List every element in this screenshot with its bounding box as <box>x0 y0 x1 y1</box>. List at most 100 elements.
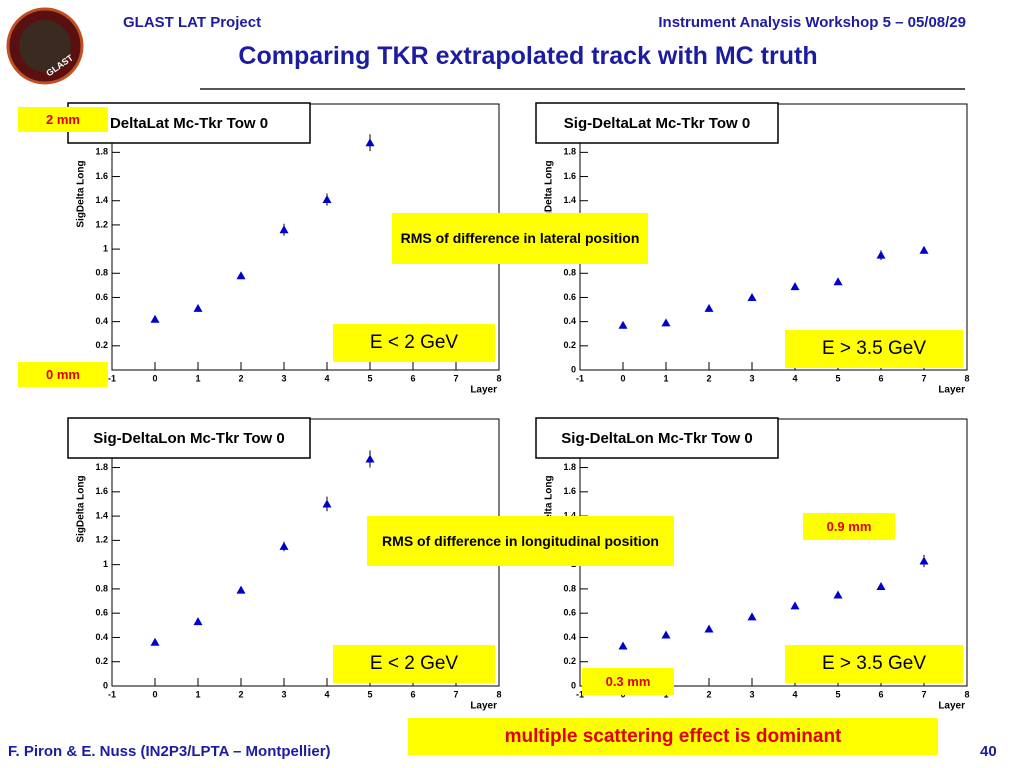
y-tick-label: 0.4 <box>563 632 576 642</box>
callout: E > 3.5 GeV <box>785 645 963 683</box>
x-axis-label: Layer <box>470 385 497 396</box>
callout: RMS of difference in longitudinal positi… <box>367 516 674 566</box>
y-tick-label: 0.8 <box>95 583 108 593</box>
y-tick-label: 1.2 <box>95 535 108 545</box>
title-box <box>535 417 779 459</box>
marker <box>876 581 886 590</box>
logo-inner <box>19 20 71 72</box>
x-tick-label: 7 <box>921 689 926 699</box>
authors: F. Piron & E. Nuss (IN2P3/LPTA – Montpel… <box>8 743 331 760</box>
marker <box>193 617 203 626</box>
callout: 0 mm <box>18 362 108 387</box>
marker <box>365 454 375 463</box>
title-box <box>535 102 779 144</box>
title-box <box>67 102 311 144</box>
marker <box>322 195 332 204</box>
y-tick-label: 1.6 <box>563 486 576 496</box>
marker <box>279 225 289 234</box>
x-tick-label: 4 <box>324 689 329 699</box>
chart-title: Sig-DeltaLon Mc-Tkr Tow 0 <box>93 430 284 447</box>
y-tick-label: 1.8 <box>95 462 108 472</box>
y-tick-label: 0.8 <box>95 268 108 278</box>
x-tick-label: 4 <box>792 689 797 699</box>
y-tick-label: 1.4 <box>563 195 576 205</box>
x-tick-label: 5 <box>835 373 840 383</box>
y-tick-label: 0 <box>103 680 108 690</box>
y-tick-label: 0.2 <box>95 340 108 350</box>
x-tick-label: 7 <box>453 373 458 383</box>
y-tick-label: 1.6 <box>95 171 108 181</box>
x-tick-label: 6 <box>410 689 415 699</box>
y-tick-label: 1.4 <box>95 195 108 205</box>
y-tick-label: 0 <box>571 364 576 374</box>
x-tick-label: 5 <box>835 689 840 699</box>
x-tick-label: 3 <box>281 689 286 699</box>
x-tick-label: 2 <box>238 373 243 383</box>
x-tick-label: 0 <box>620 373 625 383</box>
marker <box>833 277 843 286</box>
x-tick-label: -1 <box>108 689 116 699</box>
x-axis-label: Layer <box>470 701 497 712</box>
x-tick-label: 2 <box>238 689 243 699</box>
y-tick-label: 1.4 <box>95 510 108 520</box>
marker <box>919 245 929 254</box>
y-axis-label: SigDelta Long <box>544 475 555 542</box>
y-tick-label: 0.6 <box>95 608 108 618</box>
x-tick-label: 2 <box>706 689 711 699</box>
x-tick-label: 1 <box>195 373 200 383</box>
callout: 0.3 mm <box>582 668 674 695</box>
x-tick-label: -1 <box>576 689 584 699</box>
x-tick-label: 1 <box>663 373 668 383</box>
x-tick-label: 5 <box>367 689 372 699</box>
workshop: Instrument Analysis Workshop 5 – 05/08/2… <box>658 14 966 31</box>
y-tick-label: 0.6 <box>563 292 576 302</box>
x-tick-label: 6 <box>878 689 883 699</box>
y-tick-label: 0.8 <box>563 268 576 278</box>
slide-title: Comparing TKR extrapolated track with MC… <box>238 42 818 70</box>
x-tick-label: 4 <box>324 373 329 383</box>
y-tick-label: 1.8 <box>95 147 108 157</box>
y-tick-label: 0.2 <box>563 340 576 350</box>
x-tick-label: 8 <box>496 373 501 383</box>
y-axis-label: SigDelta Long <box>76 160 87 227</box>
y-tick-label: 1 <box>103 243 108 253</box>
callout: RMS of difference in lateral position <box>392 213 648 264</box>
x-tick-label: 1 <box>195 689 200 699</box>
marker <box>833 590 843 599</box>
x-axis-label: Layer <box>938 701 965 712</box>
x-tick-label: 3 <box>749 689 754 699</box>
y-tick-label: 0.4 <box>95 316 108 326</box>
callout: E < 2 GeV <box>333 324 495 362</box>
y-tick-label: 0.4 <box>563 316 576 326</box>
y-tick-label: 0.6 <box>563 608 576 618</box>
x-axis-label: Layer <box>938 385 965 396</box>
callout: 0.9 mm <box>803 513 895 540</box>
chart-title: DeltaLat Mc-Tkr Tow 0 <box>110 115 268 132</box>
x-tick-label: -1 <box>576 373 584 383</box>
x-tick-label: -1 <box>108 373 116 383</box>
y-tick-label: 1.8 <box>563 147 576 157</box>
y-tick-label: 1.6 <box>563 171 576 181</box>
x-tick-label: 5 <box>367 373 372 383</box>
x-tick-label: 0 <box>152 689 157 699</box>
x-tick-label: 7 <box>921 373 926 383</box>
marker <box>193 303 203 312</box>
y-tick-label: 0.2 <box>563 656 576 666</box>
marker <box>236 585 246 594</box>
y-axis-label: SigDelta Long <box>76 475 87 542</box>
x-tick-label: 7 <box>453 689 458 699</box>
x-tick-label: 4 <box>792 373 797 383</box>
marker <box>365 138 375 147</box>
marker <box>661 630 671 639</box>
y-tick-label: 0.4 <box>95 632 108 642</box>
x-tick-label: 8 <box>496 689 501 699</box>
marker <box>704 303 714 312</box>
callout: 2 mm <box>18 107 108 132</box>
x-tick-label: 6 <box>410 373 415 383</box>
chart-title: Sig-DeltaLat Mc-Tkr Tow 0 <box>564 115 750 132</box>
x-tick-label: 8 <box>964 689 969 699</box>
y-tick-label: 1.8 <box>563 462 576 472</box>
y-tick-label: 1.6 <box>95 486 108 496</box>
marker <box>150 314 160 323</box>
